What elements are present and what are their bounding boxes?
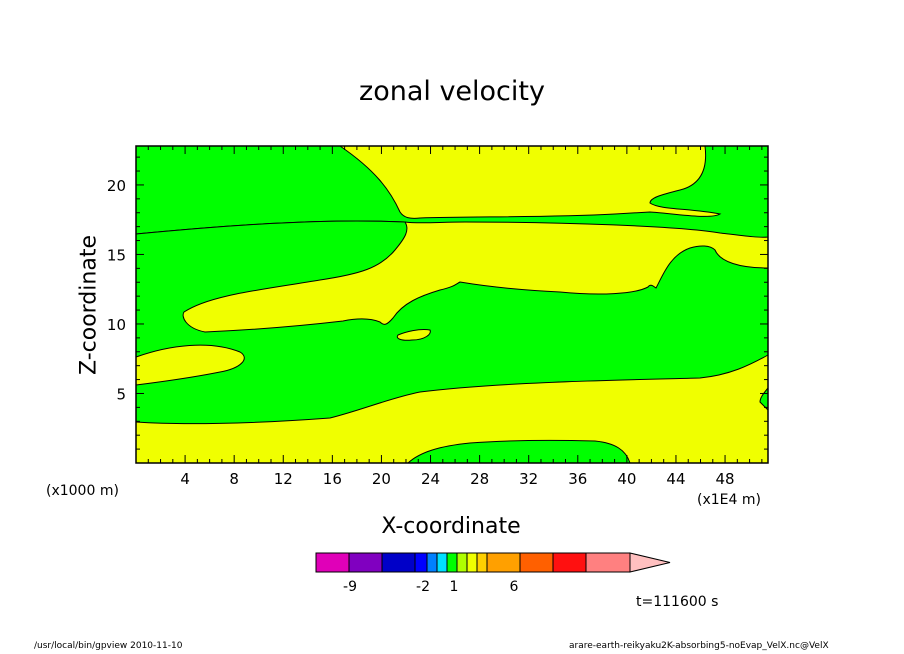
colorbar-cell (436, 552, 448, 573)
x-tick-label: 24 (421, 470, 440, 488)
x-tick-label: 20 (372, 470, 391, 488)
colorbar-cell (519, 552, 554, 573)
colorbar-cell (446, 552, 458, 573)
x-tick-label: 32 (519, 470, 538, 488)
x-tick-label: 12 (274, 470, 293, 488)
colorbar-label: -2 (416, 579, 430, 595)
colorbar-label: 1 (450, 579, 459, 595)
x-tick-label: 28 (470, 470, 489, 488)
x-tick-label: 4 (180, 470, 190, 488)
y-tick-label: 20 (107, 177, 126, 195)
x-axis-unit-right: (x1E4 m) (697, 492, 761, 508)
colorbar-cell (552, 552, 587, 573)
x-axis-title: X-coordinate (381, 514, 521, 539)
colorbar-cell (348, 552, 383, 573)
colorbar-cell (381, 552, 416, 573)
y-tick-label: 15 (107, 246, 126, 264)
contour-island (396, 329, 431, 341)
colorbar-cell (585, 552, 631, 573)
time-annotation: t=111600 s (636, 594, 719, 610)
contour-region (406, 439, 631, 464)
colorbar-cell (486, 552, 521, 573)
footer-left: /usr/local/bin/gpview 2010-11-10 (34, 641, 183, 651)
x-tick-label: 44 (666, 470, 685, 488)
x-tick-label: 48 (716, 470, 735, 488)
x-tick-label: 16 (323, 470, 342, 488)
x-axis-unit-left: (x1000 m) (46, 483, 119, 499)
colorbar-label: 6 (510, 579, 519, 595)
y-axis-title: Z-coordinate (76, 235, 102, 375)
colorbar-arrow (629, 552, 671, 573)
footer-right: arare-earth-reikyaku2K-absorbing5-noEvap… (569, 641, 829, 651)
colorbar-cell (456, 552, 468, 573)
x-tick-label: 8 (229, 470, 239, 488)
y-tick-label: 10 (107, 316, 126, 334)
contour-region (135, 145, 769, 238)
colorbar-cell (476, 552, 488, 573)
colorbar-cell (414, 552, 428, 573)
plot-frame (135, 145, 769, 464)
x-tick-label: 40 (617, 470, 636, 488)
chart-title: zonal velocity (359, 76, 545, 107)
colorbar-cell (315, 552, 350, 573)
contour-region (135, 220, 769, 425)
x-tick-label: 36 (568, 470, 587, 488)
colorbar-cell (466, 552, 478, 573)
colorbar-cell (426, 552, 438, 573)
colorbar-label: -9 (343, 579, 357, 595)
y-tick-label: 5 (116, 385, 126, 403)
